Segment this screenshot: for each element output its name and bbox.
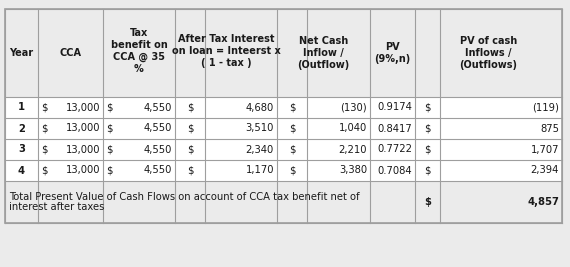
Text: 2,340: 2,340 [246,144,274,155]
Text: 3,380: 3,380 [339,166,367,175]
Text: 1,707: 1,707 [531,144,559,155]
Text: $: $ [289,124,295,134]
Text: (130): (130) [340,103,367,112]
Text: Tax
benefit on
CCA @ 35
%: Tax benefit on CCA @ 35 % [111,29,168,73]
Text: $: $ [41,124,47,134]
Text: 4: 4 [18,166,25,175]
Text: 1: 1 [18,103,25,112]
Text: interest after taxes: interest after taxes [9,202,104,212]
Text: 3,510: 3,510 [246,124,274,134]
Text: $: $ [187,166,193,175]
Text: 0.7084: 0.7084 [377,166,412,175]
Text: 13,000: 13,000 [66,103,100,112]
Text: 4,550: 4,550 [144,103,172,112]
Text: 2,210: 2,210 [339,144,367,155]
Text: $: $ [106,166,112,175]
Text: $: $ [424,197,431,207]
Text: $: $ [106,124,112,134]
Text: 1,170: 1,170 [246,166,274,175]
Text: 0.9174: 0.9174 [377,103,412,112]
Bar [5,118,562,139]
Text: $: $ [187,144,193,155]
Text: Total Present Value of Cash Flows on account of CCA tax benefit net of: Total Present Value of Cash Flows on acc… [9,192,360,202]
Text: $: $ [187,124,193,134]
Text: 4,550: 4,550 [144,166,172,175]
Text: After Tax Interest
on loan = Inteerst x
( 1 - tax ): After Tax Interest on loan = Inteerst x … [172,34,280,68]
Text: 4,550: 4,550 [144,144,172,155]
Bar [5,9,562,223]
Bar [5,160,562,181]
Text: 13,000: 13,000 [66,124,100,134]
Text: $: $ [41,144,47,155]
Text: 13,000: 13,000 [66,144,100,155]
Text: 4,680: 4,680 [246,103,274,112]
Text: $: $ [424,124,431,134]
Text: 875: 875 [540,124,559,134]
Text: $: $ [424,103,431,112]
Text: PV of cash
Inflows /
(Outflows): PV of cash Inflows / (Outflows) [459,36,518,70]
Text: $: $ [289,103,295,112]
Text: $: $ [41,103,47,112]
Bar [5,9,562,223]
Text: 4,550: 4,550 [144,124,172,134]
Text: Net Cash
Inflow /
(Outflow): Net Cash Inflow / (Outflow) [298,36,349,70]
Bar [5,139,562,160]
Text: $: $ [289,166,295,175]
Text: 4,857: 4,857 [527,197,559,207]
Text: 13,000: 13,000 [66,166,100,175]
Text: 1,040: 1,040 [339,124,367,134]
Text: CCA: CCA [59,48,82,58]
Text: 2,394: 2,394 [531,166,559,175]
Text: $: $ [187,103,193,112]
Text: 2: 2 [18,124,25,134]
Text: 0.7722: 0.7722 [377,144,412,155]
Text: $: $ [424,144,431,155]
Text: 3: 3 [18,144,25,155]
Text: Year: Year [10,48,34,58]
Text: $: $ [106,103,112,112]
Text: 0.8417: 0.8417 [377,124,412,134]
Text: (119): (119) [532,103,559,112]
Text: $: $ [106,144,112,155]
Text: $: $ [424,166,431,175]
Bar [5,97,562,118]
Text: $: $ [289,144,295,155]
Text: $: $ [41,166,47,175]
Text: PV
(9%,n): PV (9%,n) [374,42,410,64]
